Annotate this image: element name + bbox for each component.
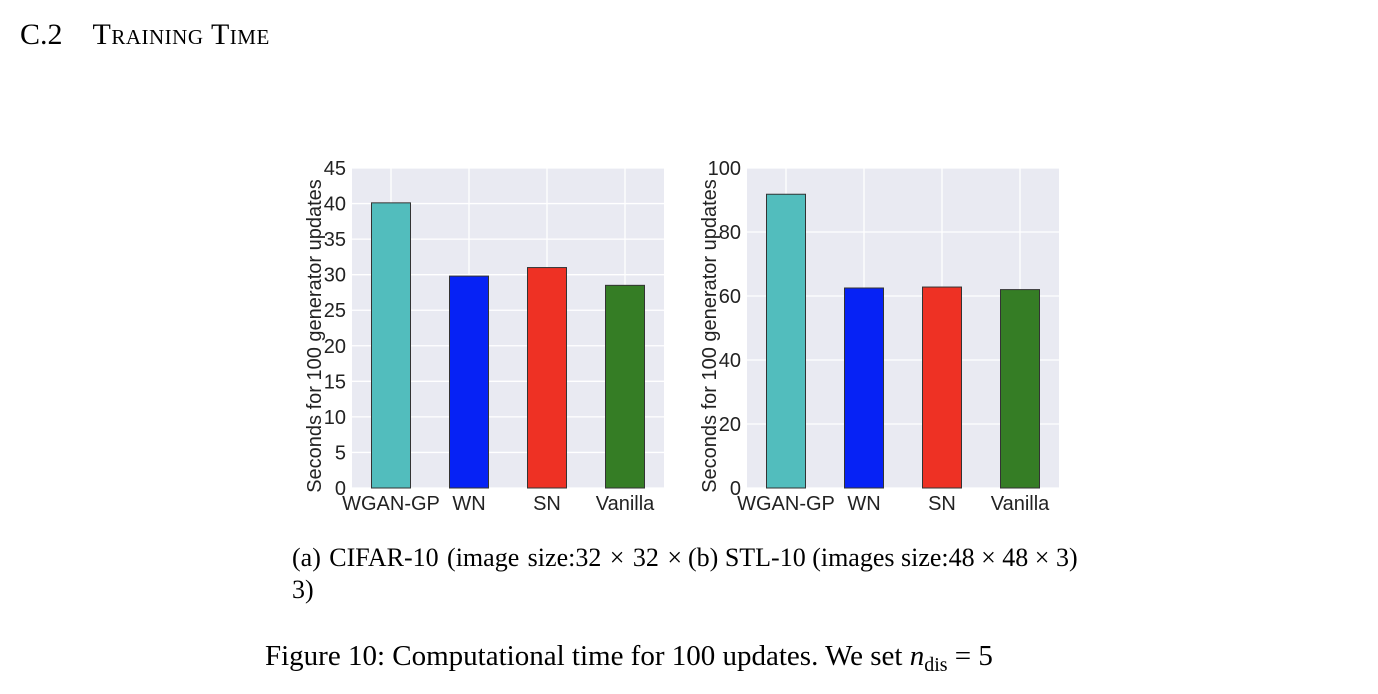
y-tick-label: 30 bbox=[324, 265, 346, 287]
x-tick-label: Vanilla bbox=[596, 493, 655, 515]
y-tick-label: 20 bbox=[324, 336, 346, 358]
y-tick-label: 60 bbox=[719, 286, 741, 308]
y-tick-label: 40 bbox=[324, 194, 346, 216]
bar-wgan-gp bbox=[371, 202, 411, 489]
y-tick-label: 10 bbox=[324, 407, 346, 429]
section-number: C.2 bbox=[20, 18, 63, 51]
caption-math-rest: = 5 bbox=[947, 640, 993, 672]
caption-math-var: n bbox=[909, 640, 925, 672]
x-tick-label: SN bbox=[533, 493, 561, 515]
section-heading: C.2 Training Time bbox=[20, 18, 270, 52]
y-tick-label: 25 bbox=[324, 300, 346, 322]
bar-wn bbox=[844, 287, 884, 489]
x-tick-label: SN bbox=[928, 493, 956, 515]
x-tick-label: Vanilla bbox=[991, 493, 1050, 515]
bar-wn bbox=[449, 275, 489, 489]
y-tick-label: 5 bbox=[335, 442, 346, 464]
subcaption-a: (a) CIFAR-10 (image size:32 × 32 × 3) bbox=[292, 543, 682, 604]
bar-sn bbox=[922, 286, 962, 489]
y-tick-label: 80 bbox=[719, 222, 741, 244]
y-axis-label: Seconds for 100 generator updates bbox=[699, 179, 721, 493]
y-tick-label: 100 bbox=[708, 158, 741, 180]
bar-vanilla bbox=[1000, 289, 1040, 489]
y-axis-label: Seconds for 100 generator updates bbox=[304, 179, 326, 493]
caption-math-sub: dis bbox=[924, 654, 948, 676]
chart-stl10: 0 20 40 60 80 100 WGAN-GP WN SN Vanilla Seconds fo… bbox=[699, 158, 1059, 515]
y-tick-label: 45 bbox=[324, 158, 346, 180]
y-tick-label: 0 bbox=[730, 478, 741, 500]
x-tick-label: WGAN-GP bbox=[737, 493, 835, 515]
bar-vanilla bbox=[605, 284, 645, 489]
bar-sn bbox=[527, 267, 567, 489]
x-tick-label: WN bbox=[452, 493, 485, 515]
y-tick-label: 0 bbox=[335, 478, 346, 500]
figure-caption: Figure 10: Computational time for 100 up… bbox=[265, 640, 993, 677]
section-title: Training Time bbox=[92, 18, 270, 51]
y-tick-label: 40 bbox=[719, 350, 741, 372]
subcaption-b: (b) STL-10 (images size:48 × 48 × 3) bbox=[688, 543, 1078, 572]
y-tick-label: 35 bbox=[324, 229, 346, 251]
y-tick-label: 15 bbox=[324, 371, 346, 393]
bar-wgan-gp bbox=[766, 193, 806, 489]
x-tick-label: WN bbox=[847, 493, 880, 515]
chart-cifar10: 0 5 10 15 20 25 30 35 40 45 WGAN-GP WN SN Vanilla Seco… bbox=[304, 158, 664, 515]
y-tick-label: 20 bbox=[719, 414, 741, 436]
x-tick-label: WGAN-GP bbox=[342, 493, 440, 515]
figure-caption-text: Figure 10: Computational time for 100 up… bbox=[265, 640, 910, 672]
